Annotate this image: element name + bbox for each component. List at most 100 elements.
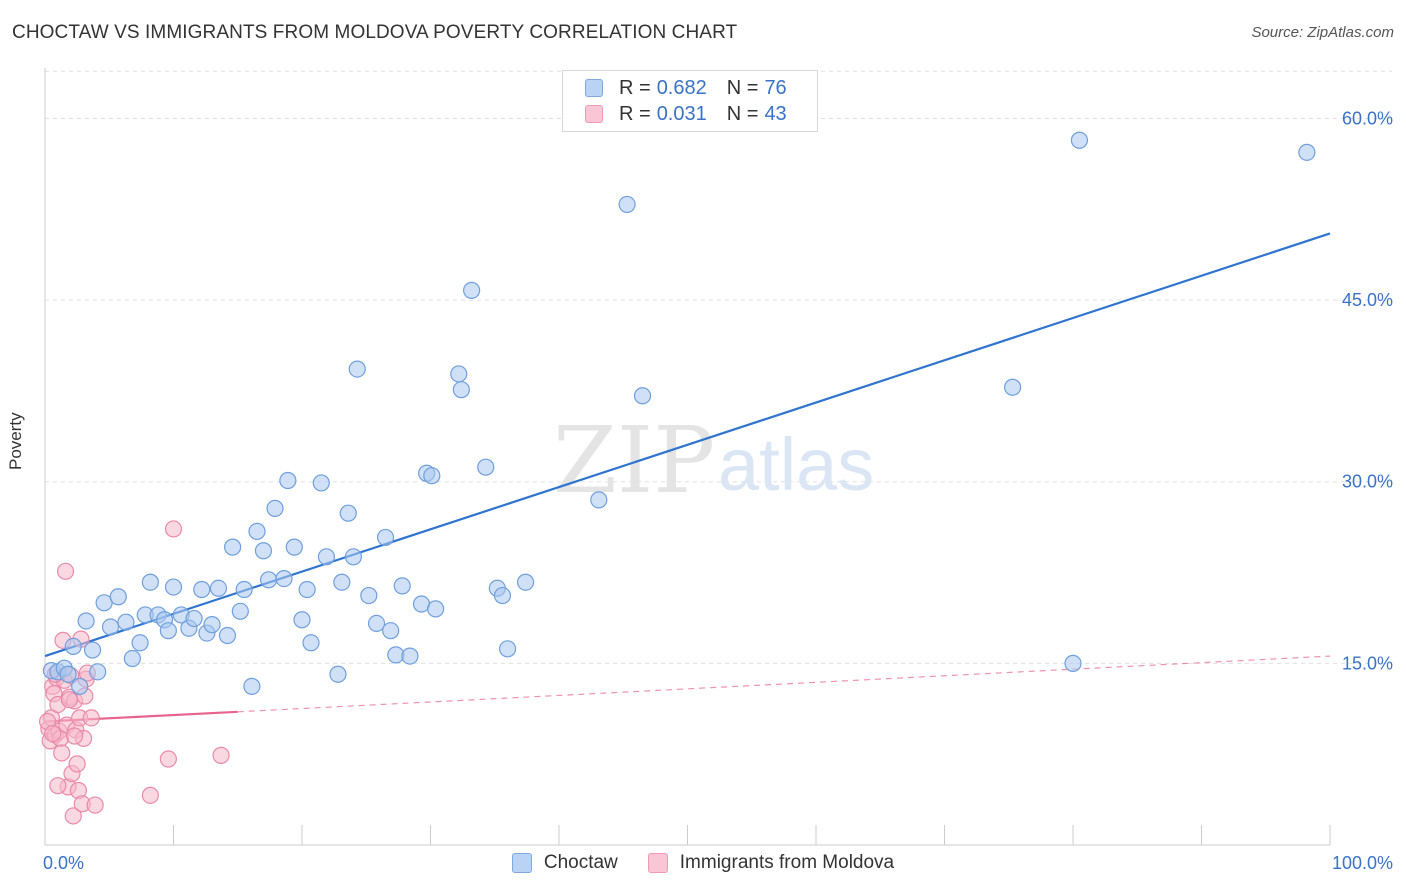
r-label: R = [619, 76, 651, 99]
choctaw-point [423, 467, 441, 485]
choctaw-point [159, 622, 177, 640]
y-tick-label: 60.0% [1342, 108, 1393, 128]
choctaw-point [231, 602, 249, 620]
choctaw-point [499, 640, 517, 658]
moldova-point [53, 744, 71, 762]
moldova-point [164, 520, 183, 538]
moldova-point [82, 709, 100, 727]
choctaw-point [59, 665, 77, 683]
choctaw-swatch [585, 79, 603, 97]
choctaw-point [312, 474, 330, 492]
choctaw-point [275, 569, 293, 588]
choctaw-point [452, 381, 470, 399]
choctaw-point [109, 588, 127, 606]
data-points [38, 131, 1316, 825]
choctaw-point [463, 281, 481, 299]
choctaw-point [1004, 378, 1022, 396]
choctaw-point [224, 538, 242, 556]
choctaw-point [254, 542, 273, 560]
watermark-atlas: atlas [718, 423, 874, 506]
moldova-point [86, 796, 104, 814]
choctaw-point [376, 528, 395, 547]
legend-item-moldova[interactable]: Immigrants from Moldova [647, 852, 894, 874]
choctaw-point [243, 677, 261, 695]
moldova-point [141, 786, 159, 804]
choctaw-point [348, 360, 366, 378]
choctaw-point [193, 580, 211, 599]
choctaw-point [393, 577, 411, 595]
gridlines [45, 70, 1392, 664]
choctaw-point [590, 491, 608, 509]
choctaw-point [235, 580, 253, 599]
y-tick-label: 45.0% [1342, 290, 1393, 310]
n-value: 43 [764, 102, 787, 125]
choctaw-swatch [511, 853, 532, 873]
choctaw-point [1298, 143, 1316, 161]
choctaw-point [401, 647, 419, 665]
choctaw-point [164, 578, 183, 596]
moldova-point [65, 727, 84, 745]
legend-label: Choctaw [543, 852, 618, 873]
chart-title: CHOCTAW VS IMMIGRANTS FROM MOLDOVA POVER… [12, 22, 738, 43]
r-value: 0.031 [656, 102, 707, 125]
choctaw-point [83, 641, 102, 659]
choctaw-point [203, 616, 221, 634]
choctaw-point [477, 458, 495, 476]
choctaw-trend-line [44, 232, 1331, 658]
choctaw-point [633, 387, 652, 405]
choctaw-point [367, 614, 386, 632]
choctaw-point [382, 622, 400, 640]
moldova-point [68, 755, 86, 773]
choctaw-point [493, 586, 512, 605]
choctaw-point [302, 634, 320, 652]
choctaw-point [64, 637, 82, 656]
moldova-point [49, 777, 67, 795]
choctaw-point [333, 573, 351, 591]
choctaw-point [259, 571, 278, 589]
r-label: R = [619, 102, 651, 125]
x-tick-label: 0.0% [43, 853, 84, 873]
stats-legend: R = 0.682 N = 76 R = 0.031 N = 43 [562, 70, 818, 132]
choctaw-point [218, 626, 237, 645]
n-label: N = [726, 76, 759, 99]
watermark-zip: ZIP [553, 407, 715, 514]
moldova-swatch [647, 853, 668, 873]
legend-item-choctaw[interactable]: Choctaw [511, 852, 618, 874]
choctaw-point [279, 471, 297, 490]
choctaw-point [71, 677, 89, 695]
choctaw-point [516, 573, 535, 591]
choctaw-point [95, 594, 113, 612]
choctaw-point [618, 195, 636, 214]
choctaw-point [77, 612, 95, 630]
moldova-point [159, 750, 177, 768]
choctaw-point [344, 548, 362, 566]
y-tick-label: 15.0% [1342, 653, 1393, 673]
x-tick-label: 100.0% [1332, 853, 1393, 873]
y-tick-label: 30.0% [1342, 472, 1393, 492]
choctaw-point [427, 600, 445, 618]
y-axis-label: Poverty [6, 412, 25, 470]
moldova-point [44, 724, 62, 743]
choctaw-point [248, 522, 266, 540]
moldova-point [212, 746, 230, 764]
legend-row-choctaw: R = 0.682 N = 76 [585, 76, 787, 100]
choctaw-point [317, 548, 336, 566]
n-value: 76 [764, 76, 787, 99]
choctaw-point [329, 665, 347, 683]
choctaw-point [117, 613, 135, 631]
series-legend: Choctaw Immigrants from Moldova [0, 852, 1406, 874]
choctaw-point [1064, 654, 1082, 672]
choctaw-point [185, 609, 203, 628]
choctaw-point [131, 634, 149, 652]
moldova-trend-extension [237, 655, 1331, 713]
r-value: 0.682 [656, 76, 707, 99]
choctaw-point [293, 611, 311, 629]
moldova-point [64, 807, 82, 825]
choctaw-point [387, 646, 405, 664]
choctaw-point [89, 663, 107, 681]
choctaw-point [285, 538, 303, 556]
choctaw-point [360, 586, 378, 605]
choctaw-point [339, 504, 357, 522]
legend-row-moldova: R = 0.031 N = 43 [585, 102, 787, 126]
choctaw-point [298, 580, 316, 599]
